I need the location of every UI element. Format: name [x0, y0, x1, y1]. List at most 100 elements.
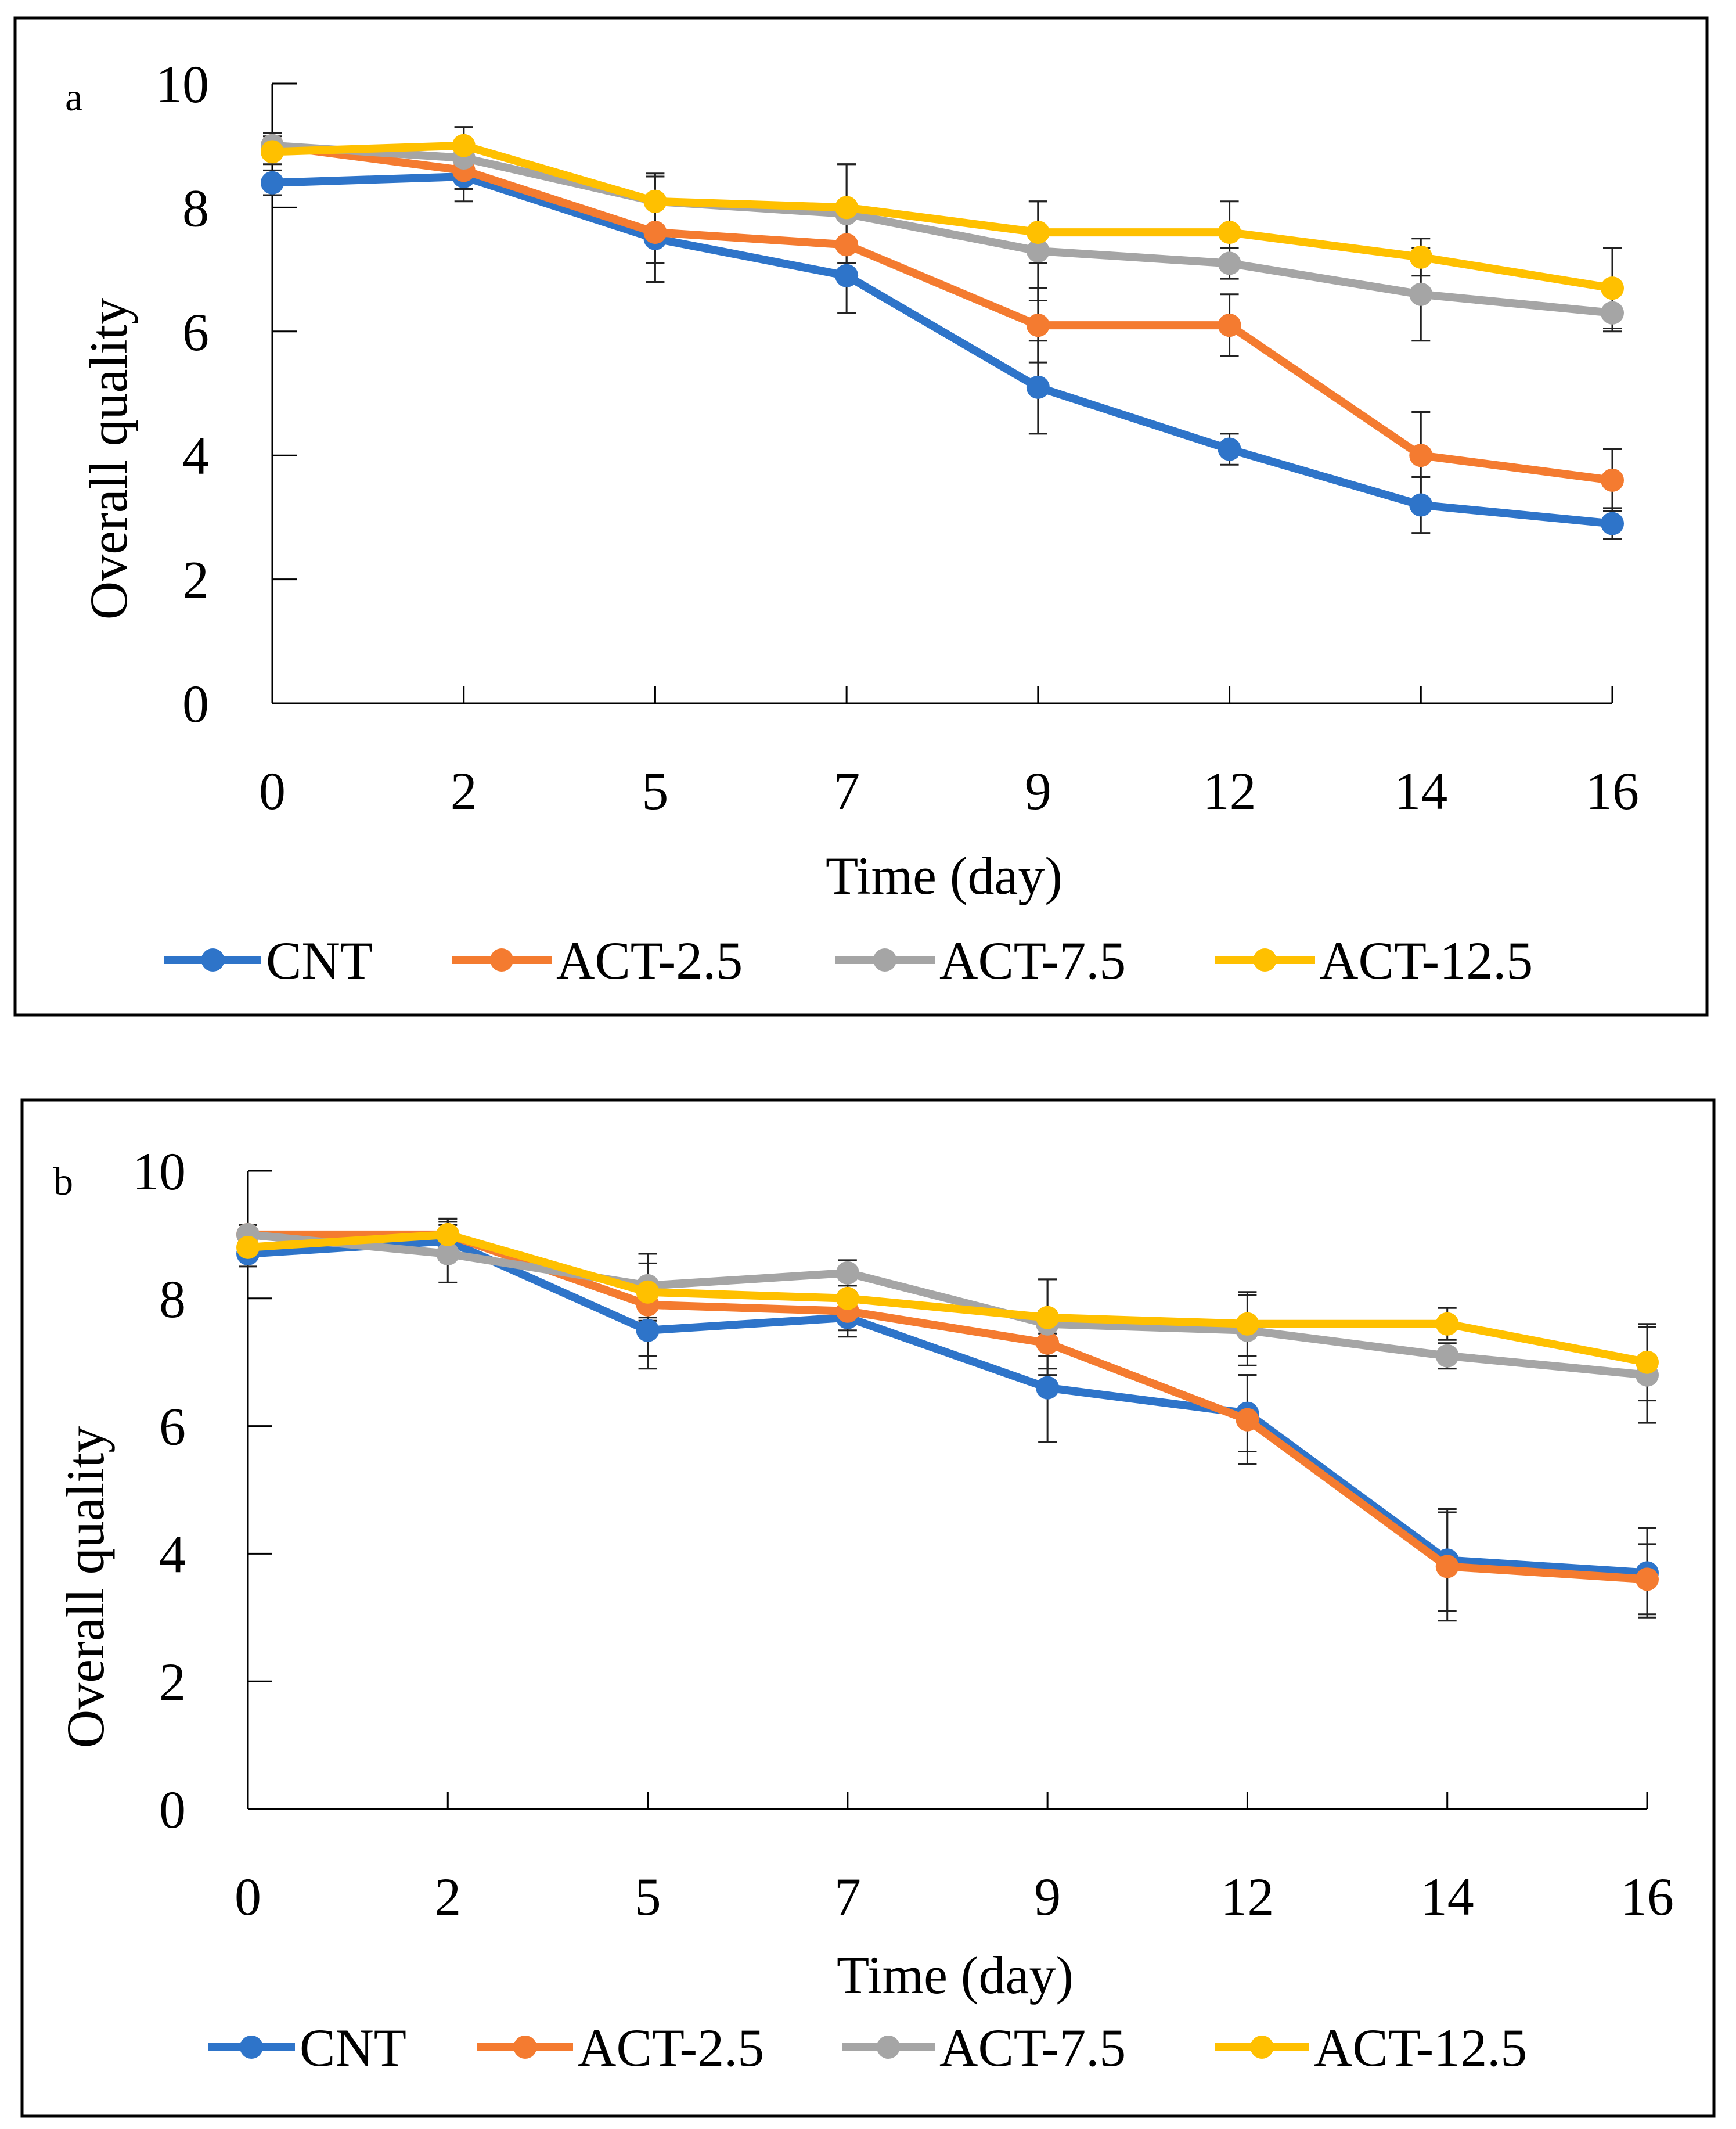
chart-b-point-act-2-5 — [1636, 1567, 1659, 1591]
chart-a-y-tick-label: 10 — [156, 55, 209, 114]
chart-a-x-tick-label: 5 — [642, 761, 668, 821]
chart-b-y-axis-title: Overall quality — [56, 1426, 115, 1748]
chart-a-legend-label-act-7-5: ACT-7.5 — [939, 931, 1126, 990]
chart-a-legend-marker-cnt — [201, 948, 225, 972]
chart-b-y-tick-label: 2 — [159, 1652, 186, 1711]
chart-a-legend: CNT ACT-2.5 ACT-7.5 ACT-12.5 — [164, 931, 1533, 990]
chart-b-point-cnt — [636, 1318, 660, 1342]
chart-a-legend-label-act-2-5: ACT-2.5 — [556, 931, 743, 990]
chart-a-legend-marker-act-12-5 — [1253, 948, 1277, 972]
chart-b-point-act-2-5 — [1036, 1331, 1060, 1355]
chart-a-x-tick-label: 9 — [1025, 761, 1051, 821]
chart-b-y-tick-label: 10 — [132, 1142, 186, 1201]
chart-b-legend-marker-cnt — [240, 2036, 263, 2059]
chart-b-point-act-12-5 — [436, 1222, 460, 1246]
chart-a-y-tick-label: 0 — [182, 674, 209, 733]
chart-b-point-act-12-5 — [1236, 1312, 1259, 1336]
chart-b-x-tick-label: 16 — [1620, 1867, 1674, 1926]
chart-a-point-act-12-5 — [643, 189, 667, 213]
chart-a-y-tick-label: 2 — [182, 551, 209, 610]
chart-b-x-tick-label: 5 — [635, 1867, 661, 1926]
chart-b-y-tick-label: 6 — [159, 1397, 186, 1457]
chart-b-point-act-12-5 — [1636, 1350, 1659, 1374]
chart-a-point-act-2-5 — [1601, 468, 1624, 492]
chart-a-y-tick-label: 4 — [182, 426, 209, 486]
chart-panel-a: a Time (day) Overall quality 0 2 4 6 8 10 0 2 5 7… — [13, 16, 1709, 1017]
chart-b-y-tick-label: 8 — [159, 1270, 186, 1329]
chart-a-point-act-2-5 — [835, 233, 859, 257]
chart-b-legend-marker-act-7-5 — [877, 2036, 900, 2059]
chart-a-legend-marker-act-2-5 — [490, 948, 513, 972]
chart-a-x-tick-label: 14 — [1394, 761, 1447, 821]
chart-b-x-tick-label: 14 — [1421, 1867, 1474, 1926]
chart-b-point-act-12-5 — [1036, 1306, 1060, 1329]
chart-a-point-act-2-5 — [1409, 444, 1433, 467]
chart-b-legend-label-act-7-5: ACT-7.5 — [939, 2018, 1126, 2077]
chart-a-legend-marker-act-7-5 — [873, 948, 896, 972]
chart-a-legend-label-act-12-5: ACT-12.5 — [1320, 931, 1533, 990]
chart-a-point-act-12-5 — [261, 140, 284, 164]
chart-b-point-act-2-5 — [1435, 1555, 1459, 1578]
chart-a-point-act-2-5 — [1218, 314, 1241, 337]
chart-a-x-tick-label: 16 — [1586, 761, 1639, 821]
chart-b-point-act-7-5 — [1435, 1344, 1459, 1368]
chart-b-x-tick-label: 2 — [434, 1867, 461, 1926]
chart-b-point-act-12-5 — [1435, 1312, 1459, 1336]
chart-a-panel-label: a — [65, 75, 82, 119]
chart-b-point-act-12-5 — [236, 1235, 260, 1259]
chart-b-frame — [20, 1098, 1716, 2118]
chart-b-point-cnt — [1036, 1376, 1060, 1400]
chart-b-series-line-cnt — [247, 1236, 1648, 1577]
chart-a-point-cnt — [835, 264, 859, 287]
chart-a-point-act-2-5 — [643, 221, 667, 244]
chart-a-series-line-act-12-5 — [272, 141, 1613, 293]
chart-b-point-act-12-5 — [636, 1280, 660, 1304]
chart-b-legend-marker-act-2-5 — [513, 2036, 537, 2059]
chart-panel-b: b Time (day) Overall quality 0 2 4 6 8 10 0 2 5 7… — [20, 1098, 1716, 2118]
chart-a-plot-area: 0 2 4 6 8 10 0 2 5 7 9 12 14 16 — [156, 55, 1639, 821]
chart-a-y-axis-title: Overall quality — [79, 298, 138, 620]
chart-a-x-axis-title: Time (day) — [826, 846, 1063, 905]
chart-a-point-act-7-5 — [1026, 239, 1050, 263]
chart-b-point-act-12-5 — [835, 1286, 859, 1310]
chart-a-point-cnt — [261, 171, 284, 195]
chart-b-legend-marker-act-12-5 — [1250, 2036, 1274, 2059]
chart-b-y-tick-label: 0 — [159, 1780, 186, 1839]
chart-a-point-cnt — [1409, 493, 1433, 517]
chart-b-x-tick-label: 12 — [1220, 1867, 1274, 1926]
chart-a-series-line-act-7-5 — [272, 141, 1613, 317]
chart-a-x-tick-label: 2 — [451, 761, 477, 821]
chart-a-point-act-12-5 — [1601, 276, 1624, 300]
chart-a-point-act-12-5 — [1409, 245, 1433, 269]
chart-b-legend-label-act-12-5: ACT-12.5 — [1314, 2018, 1527, 2077]
chart-a-point-act-12-5 — [1026, 221, 1050, 244]
chart-a-point-cnt — [1218, 437, 1241, 461]
chart-a-point-cnt — [1601, 512, 1624, 535]
chart-b-series-line-act-2-5 — [248, 1230, 1648, 1584]
chart-b-x-tick-label: 7 — [834, 1867, 861, 1926]
chart-b-series-line-act-7-5 — [247, 1230, 1648, 1379]
chart-a-point-act-7-5 — [1409, 282, 1433, 306]
chart-b-legend-label-act-2-5: ACT-2.5 — [578, 2018, 764, 2077]
chart-b-point-act-7-5 — [835, 1261, 859, 1285]
chart-b-x-tick-label: 9 — [1034, 1867, 1061, 1926]
chart-a-legend-label-cnt: CNT — [266, 931, 373, 990]
chart-b-series-line-act-12-5 — [247, 1230, 1648, 1366]
chart-b-x-tick-label: 0 — [235, 1867, 261, 1926]
chart-b-plot-area: 0 2 4 6 8 10 0 2 5 7 9 12 14 16 — [132, 1142, 1674, 1926]
chart-a-frame — [13, 16, 1709, 1017]
chart-a-point-act-12-5 — [835, 196, 859, 220]
chart-a-series-line-cnt — [272, 172, 1613, 528]
chart-a-point-act-7-5 — [1218, 251, 1241, 275]
chart-a-y-tick-label: 6 — [182, 303, 209, 362]
chart-a-x-tick-label: 0 — [259, 761, 286, 821]
chart-b-point-act-2-5 — [1236, 1408, 1259, 1432]
chart-b-x-axis-title: Time (day) — [837, 1945, 1074, 2005]
chart-b-y-tick-label: 4 — [159, 1524, 186, 1584]
chart-a-point-act-2-5 — [1026, 314, 1050, 337]
chart-b-panel-label: b — [53, 1159, 73, 1203]
chart-b-legend: CNT ACT-2.5 ACT-7.5 ACT-12.5 — [208, 2018, 1527, 2077]
chart-b-legend-label-cnt: CNT — [300, 2018, 406, 2077]
chart-a-point-act-7-5 — [1601, 301, 1624, 325]
